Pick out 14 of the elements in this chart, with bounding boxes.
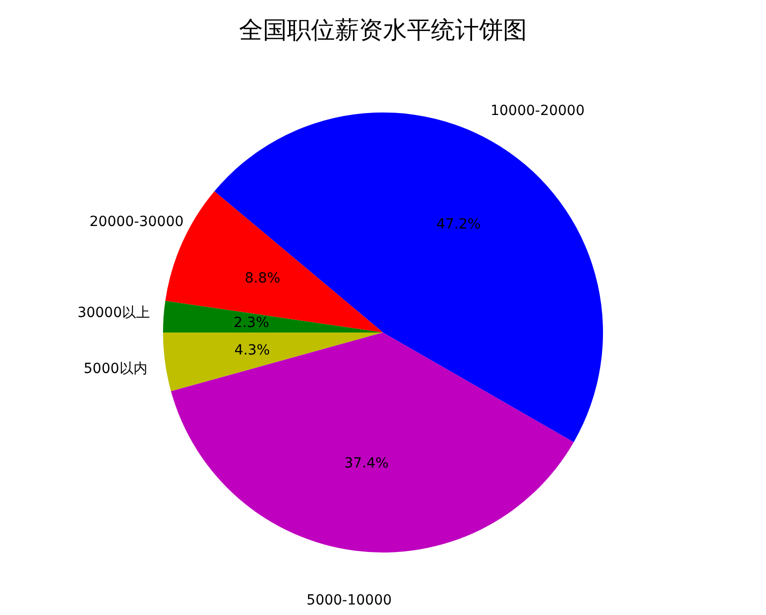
slice-label: 10000-20000 [490,103,585,120]
chart-title: 全国职位薪资水平统计饼图 [239,16,527,44]
slice-label: 5000以内 [84,360,148,377]
pie-slice [170,332,574,552]
pie-slice [163,300,383,332]
slice-label: 20000-30000 [90,214,184,230]
pie-slice [163,332,383,392]
data-label: 47.2% [436,216,481,232]
data-label: 37.4% [344,455,389,472]
data-label: 8.8% [244,270,280,287]
slice-label: 30000以上 [77,305,150,322]
slice-label: 5000-10000 [306,592,392,608]
data-label: 2.3% [234,314,270,331]
data-label: 4.3% [234,342,270,358]
